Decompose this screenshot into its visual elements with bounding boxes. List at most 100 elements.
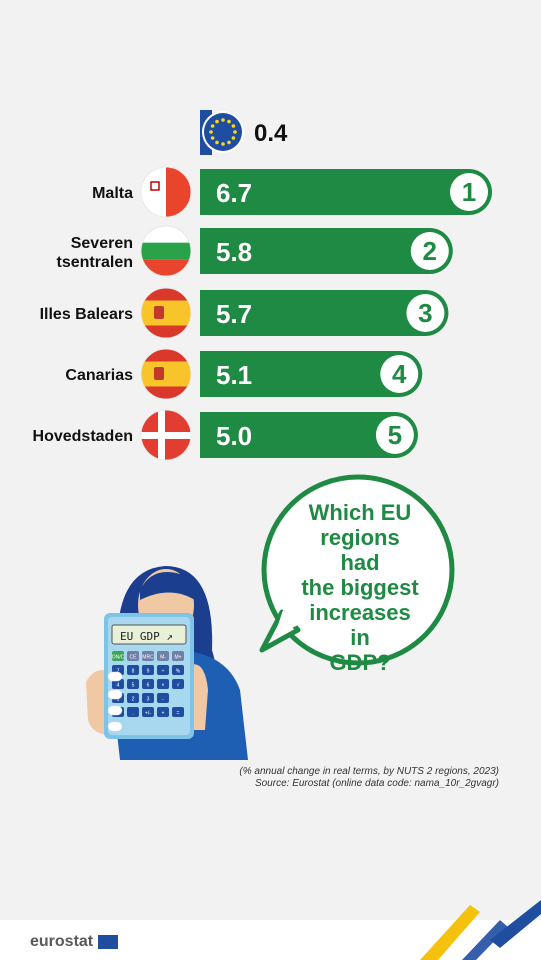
speech-line: increases in (309, 600, 411, 650)
eu-star (221, 118, 225, 122)
category-label: Hovedstaden (33, 428, 133, 445)
bar (200, 290, 449, 336)
hair-fringe (140, 572, 195, 600)
eu-star (233, 130, 237, 134)
flag-border (140, 409, 192, 461)
calculator-key-label: = (177, 711, 180, 717)
calculator-key (157, 679, 169, 689)
calculator-key (127, 651, 139, 661)
footer-stripe-blue-2 (490, 900, 541, 948)
bar (200, 412, 418, 458)
footer-decoration (0, 900, 541, 960)
eu-star (231, 136, 236, 140)
calculator-key (142, 679, 154, 689)
calculator-key-label: × (162, 683, 165, 689)
calculator-key (142, 707, 154, 717)
category-line: Malta (92, 185, 133, 202)
value-label: 6.7 (216, 178, 252, 208)
finger-nail (107, 721, 123, 732)
calculator-key (172, 707, 184, 717)
calculator-face (108, 617, 190, 735)
rank-label: 3 (418, 298, 432, 328)
category-label: Canarias (65, 367, 133, 384)
finger-nail (107, 671, 123, 682)
eu-star (215, 140, 219, 145)
spain-flag-icon (141, 349, 191, 399)
calculator-key (127, 679, 139, 689)
speech-tail-mask (274, 610, 300, 637)
calculator-key (142, 665, 154, 675)
denmark-flag-icon (141, 410, 191, 460)
rank-label: 1 (462, 177, 476, 207)
calculator-screen (111, 624, 187, 645)
calculator-key (142, 693, 154, 703)
bar (200, 169, 492, 215)
category-line: tsentralen (57, 254, 133, 271)
speech-line: the biggest (301, 575, 419, 600)
calculator-key-label: 7 (117, 669, 120, 675)
category-label: Illes Balears (40, 306, 134, 323)
rank-label: 5 (388, 420, 402, 450)
rank-badge (450, 173, 488, 211)
calculator-key-label: 8 (132, 669, 135, 675)
value-label: 5.7 (216, 299, 252, 329)
calculator-key (157, 651, 169, 661)
calculator-key-label: 4 (117, 683, 120, 689)
finger-nail (107, 705, 123, 716)
bulgaria-flag-icon (141, 226, 191, 276)
bar (200, 228, 453, 274)
calculator-key (172, 679, 184, 689)
calculator-key-label: CE (130, 655, 138, 661)
rank-badge (380, 355, 419, 393)
value-label: 5.0 (216, 421, 252, 451)
flag-border (140, 225, 192, 277)
eurostat-logo: eurostat (30, 933, 94, 950)
calculator-key (157, 665, 169, 675)
calculator-key (157, 707, 169, 717)
calculator-key-label: M+ (174, 655, 181, 661)
eu-star (231, 124, 236, 128)
calculator-key-label: +/- (145, 711, 151, 717)
rank-badge (406, 294, 445, 332)
calculator-key-label: 6 (147, 683, 150, 689)
rank-label: 2 (423, 236, 437, 266)
category-line: Illes Balears (40, 306, 134, 323)
rank-label: 4 (392, 359, 407, 389)
calculator-key (127, 707, 139, 717)
calculator-key (142, 651, 154, 661)
category-line: Canarias (65, 367, 133, 384)
caption: (% annual change in real terms, by NUTS … (239, 766, 499, 790)
flag-border (140, 348, 192, 400)
calculator-key (127, 693, 139, 703)
value-label: 5.1 (216, 360, 252, 390)
eu-star (227, 140, 231, 145)
speech-bubble (261, 474, 455, 666)
rank-badge (375, 416, 414, 454)
category-line: Severen (71, 235, 133, 252)
category-line: Hovedstaden (33, 428, 133, 445)
calculator-key (127, 665, 139, 675)
calculator-key-label: ON/C (112, 655, 125, 661)
calculator-key (157, 693, 169, 703)
eu-star (210, 136, 215, 140)
calculator-key-label: 2 (132, 697, 135, 703)
caption-line: (% annual change in real terms, by NUTS … (239, 766, 499, 777)
flag-border (140, 166, 192, 218)
spain-flag-icon (141, 288, 191, 338)
speech-line: regions had (320, 525, 400, 575)
calculator-key (172, 651, 184, 661)
footer-stripe-blue (462, 920, 508, 960)
calculator-key-label: 5 (132, 683, 135, 689)
calculator-key (112, 651, 124, 661)
eu-star (209, 130, 213, 134)
speech-bubble-text: Which EU regions had the biggest increas… (300, 500, 420, 675)
calculator-key-label: 3 (147, 697, 150, 703)
calculator-key (112, 679, 124, 689)
eu-star (221, 142, 225, 146)
calculator-key-label: M- (160, 655, 166, 661)
finger-nail (107, 689, 123, 700)
calculator-key-label: 1 (117, 697, 120, 703)
eu-star (215, 119, 219, 124)
category-label: Severen tsentralen (57, 235, 133, 271)
